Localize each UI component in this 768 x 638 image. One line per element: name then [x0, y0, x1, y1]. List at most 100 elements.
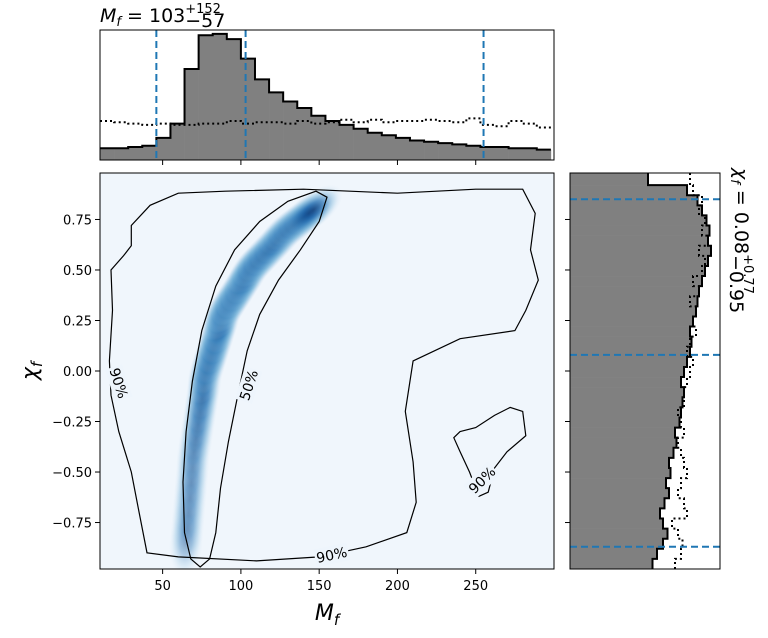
- posterior-bar: [570, 488, 669, 499]
- posterior-bar: [570, 407, 681, 418]
- posterior-bar: [570, 518, 663, 529]
- posterior-step-line: [647, 173, 712, 569]
- posterior-bar: [536, 149, 552, 160]
- posterior-bar: [570, 245, 711, 257]
- joint-x-ticks: 50 100 150 200 250: [154, 569, 488, 594]
- posterior-bar: [570, 225, 710, 236]
- posterior-bar: [570, 387, 684, 398]
- contour-label-bg: [463, 461, 501, 499]
- posterior-bar: [367, 132, 383, 160]
- axis-label-main: χ: [18, 366, 43, 381]
- posterior-bar: [570, 528, 668, 539]
- posterior-bar: [570, 437, 677, 449]
- posterior-bar: [353, 128, 369, 160]
- y-tick-label: 0.50: [63, 264, 92, 279]
- contours: [108, 188, 539, 568]
- posterior-bar: [570, 366, 684, 378]
- posterior-bar: [570, 377, 681, 388]
- posterior-bar: [570, 498, 665, 509]
- axis-label-sub: f: [334, 611, 342, 629]
- posterior-bar: [570, 336, 692, 348]
- joint-background: [100, 173, 554, 569]
- posterior-bar: [198, 35, 214, 161]
- posterior-bar: [240, 58, 256, 160]
- posterior-bar: [254, 79, 270, 160]
- y-axis-label: χf: [18, 359, 46, 381]
- y-tick-label: 0.25: [63, 314, 92, 329]
- posterior-bar: [570, 265, 705, 277]
- contour-label-bg: [104, 364, 133, 403]
- contour-50: [182, 190, 328, 568]
- posterior-bar: [570, 205, 702, 216]
- posterior-bar: [269, 92, 284, 160]
- posterior-bar: [570, 467, 671, 479]
- posterior-bar: [570, 215, 707, 226]
- joint-y-ticks: 0.75 0.50 0.25 0.00 −0.25 −0.50 −0.75: [52, 213, 100, 532]
- posterior-bar: [128, 147, 143, 160]
- x-tick-label: 250: [463, 579, 488, 594]
- marginal-x-ticks: [162, 160, 477, 165]
- posterior-bar: [570, 538, 663, 550]
- posterior-bar: [570, 548, 657, 560]
- y-tick-label: −0.75: [52, 517, 92, 532]
- posterior-bar: [570, 558, 653, 570]
- posterior-bar: [570, 185, 687, 196]
- y-tick-label: 0.00: [63, 365, 92, 380]
- marginal-y-quantile-lines: [570, 198, 720, 548]
- posterior-bar: [409, 140, 425, 160]
- posterior-bar: [570, 195, 698, 206]
- posterior-bar: [297, 108, 312, 160]
- posterior-step-line: [100, 32, 551, 151]
- marginal-y-histogram: [570, 173, 712, 570]
- posterior-bar: [311, 115, 326, 160]
- posterior-bar: [570, 306, 696, 317]
- marginal-x-title: Mf = 103+152: [100, 2, 221, 30]
- posterior-bar: [184, 69, 199, 160]
- posterior-bar: [570, 286, 699, 297]
- contour-label-2: 90%: [315, 545, 349, 567]
- posterior-bar: [212, 33, 228, 160]
- contour-90-island: [453, 406, 527, 498]
- posterior-bar: [570, 417, 680, 428]
- posterior-bar: [226, 39, 242, 160]
- posterior-bar: [438, 143, 453, 160]
- posterior-bar: [570, 356, 687, 368]
- marginal-x-panel: Mf = 103+152 −57: [99, 2, 555, 165]
- posterior-bar: [570, 447, 674, 459]
- posterior-bar: [570, 255, 708, 267]
- posterior-bar: [494, 147, 509, 160]
- posterior-bar: [156, 137, 171, 160]
- posterior-bar: [508, 148, 523, 160]
- prior-step-line: [671, 173, 709, 569]
- x-tick-label: 200: [385, 579, 410, 594]
- posterior-bar: [570, 457, 669, 469]
- posterior-bar: [395, 137, 411, 160]
- posterior-bar: [570, 235, 708, 247]
- marginal-y-ticks: [565, 218, 570, 524]
- posterior-bar: [522, 148, 538, 160]
- contour-90-main: [108, 188, 539, 562]
- posterior-bar: [170, 123, 185, 160]
- posterior-bar: [570, 316, 693, 327]
- posterior-bar: [570, 478, 666, 489]
- contour-label-bg: [234, 366, 263, 405]
- density-blob: [285, 184, 343, 235]
- posterior-bar: [570, 173, 648, 186]
- joint-panel: 50%90%90%90% 50 100 150 200 250 0.75 0.50 0.25…: [18, 172, 555, 629]
- posterior-bar: [339, 124, 354, 160]
- posterior-bar: [570, 296, 698, 307]
- posterior-bar: [570, 276, 702, 287]
- marginal-x-title-lower: −57: [185, 10, 225, 32]
- marginal-y-panel: χf = 0.08+0.77 −0.95: [565, 167, 755, 570]
- marginal-y-title-lower: −0.95: [725, 255, 747, 313]
- marginal-y-title: χf = 0.08+0.77: [727, 167, 755, 294]
- posterior-bar: [452, 144, 467, 160]
- posterior-bar: [570, 427, 675, 438]
- marginal-x-frame: [99, 29, 555, 161]
- posterior-bar: [570, 346, 690, 358]
- posterior-bar: [466, 145, 481, 160]
- x-tick-label: 100: [228, 579, 253, 594]
- contour-labels: 50%90%90%90%: [104, 364, 501, 568]
- x-tick-label: 50: [154, 579, 171, 594]
